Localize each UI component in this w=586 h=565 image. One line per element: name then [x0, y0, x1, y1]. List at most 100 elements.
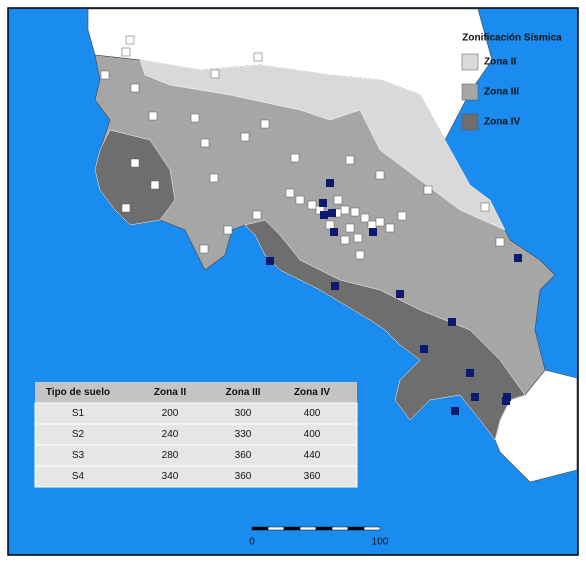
table-cell: 360	[304, 471, 321, 482]
station-marker	[325, 220, 335, 230]
station-marker	[253, 52, 263, 62]
station-marker	[350, 207, 360, 217]
station-marker	[148, 111, 158, 121]
table-header: Zona IV	[294, 387, 330, 398]
station-marker	[423, 185, 433, 195]
station-marker	[199, 244, 209, 254]
scale-bar: 0 100	[249, 526, 389, 548]
station-marker	[331, 282, 339, 290]
station-marker	[319, 199, 327, 207]
scale-label: 0	[249, 537, 255, 548]
station-marker	[466, 369, 474, 377]
scale-segment	[363, 526, 381, 531]
station-marker	[200, 138, 210, 148]
table-cell: 400	[304, 429, 321, 440]
legend-label: Zona II	[484, 57, 516, 68]
station-marker	[252, 210, 262, 220]
station-marker	[260, 119, 270, 129]
legend: Zonificación Sísmica Zona II Zona III Zona…	[461, 33, 562, 131]
station-marker	[100, 70, 110, 80]
table-cell: 340	[162, 471, 179, 482]
station-marker	[340, 205, 350, 215]
table-cell: 300	[235, 408, 252, 419]
scale-segment	[251, 526, 269, 531]
station-marker	[295, 195, 305, 205]
station-marker	[495, 237, 505, 247]
station-marker	[375, 170, 385, 180]
station-marker	[223, 225, 233, 235]
station-marker	[367, 220, 377, 230]
legend-title: Zonificación Sísmica	[462, 33, 562, 44]
station-marker	[285, 188, 295, 198]
station-marker	[333, 195, 343, 205]
station-marker	[385, 223, 395, 233]
station-marker	[320, 211, 328, 219]
zone-iv	[244, 219, 526, 441]
station-marker	[340, 235, 350, 245]
legend-label: Zona IV	[484, 117, 520, 128]
station-marker	[328, 209, 336, 217]
table-cell: 200	[162, 408, 179, 419]
station-marker	[353, 233, 363, 243]
table-header: Tipo de suelo	[46, 387, 110, 398]
station-marker	[240, 132, 250, 142]
scale-label: 100	[372, 537, 389, 548]
scale-segment	[299, 526, 317, 531]
table-cell: 280	[162, 450, 179, 461]
table-header: Zona II	[154, 387, 186, 398]
zone-iv	[94, 129, 176, 226]
station-marker	[375, 217, 385, 227]
scale-segment	[347, 526, 365, 531]
station-marker	[121, 47, 131, 57]
scale-segment	[267, 526, 285, 531]
table-cell: 360	[235, 450, 252, 461]
station-marker	[210, 69, 220, 79]
station-marker	[396, 290, 404, 298]
station-marker	[266, 257, 274, 265]
station-marker	[121, 203, 131, 213]
station-marker	[125, 35, 135, 45]
soil-table: Tipo de suelo Zona II Zona III Zona IV S1 200…	[34, 382, 358, 488]
station-marker	[345, 223, 355, 233]
station-marker	[307, 200, 317, 210]
table-cell: 400	[304, 408, 321, 419]
station-marker	[345, 155, 355, 165]
station-marker	[480, 202, 490, 212]
station-marker	[420, 345, 428, 353]
legend-swatch	[461, 113, 479, 131]
station-marker	[360, 213, 370, 223]
table-cell: S2	[72, 429, 85, 440]
station-marker	[290, 153, 300, 163]
station-marker	[451, 407, 459, 415]
station-marker	[471, 393, 479, 401]
station-marker	[150, 180, 160, 190]
stations	[100, 35, 522, 415]
scale-segment	[315, 526, 333, 531]
station-marker	[397, 211, 407, 221]
station-marker	[190, 113, 200, 123]
station-marker	[355, 250, 365, 260]
station-marker	[130, 83, 140, 93]
station-marker	[130, 158, 140, 168]
scale-segment	[331, 526, 349, 531]
station-marker	[326, 179, 334, 187]
station-marker	[330, 228, 338, 236]
table-cell: 330	[235, 429, 252, 440]
station-marker	[502, 397, 510, 405]
zone-ii	[139, 59, 506, 231]
scale-segment	[283, 526, 301, 531]
table-header-bg	[35, 382, 357, 403]
station-marker	[514, 254, 522, 262]
table-cell: S4	[72, 471, 85, 482]
table-header: Zona III	[226, 387, 261, 398]
legend-swatch	[461, 53, 479, 71]
table-cell: 240	[162, 429, 179, 440]
legend-label: Zona III	[484, 87, 519, 98]
table-cell: S1	[72, 408, 85, 419]
station-marker	[369, 228, 377, 236]
table-cell: 440	[304, 450, 321, 461]
table-row-bg	[34, 465, 358, 488]
table-cell: 360	[235, 471, 252, 482]
station-marker	[448, 318, 456, 326]
